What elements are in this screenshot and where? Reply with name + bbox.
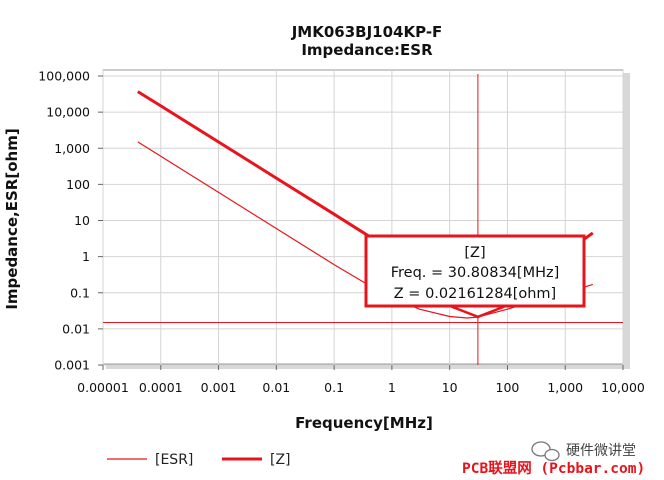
legend: [ESR] [Z] bbox=[107, 452, 291, 468]
x-tick-label: 0.00001 bbox=[77, 380, 129, 395]
y-tick-label: 100 bbox=[66, 177, 90, 192]
chart-subtitle: Impedance:ESR bbox=[301, 41, 433, 59]
marker-layer bbox=[103, 74, 623, 365]
x-tick-label: 0.001 bbox=[201, 380, 237, 395]
x-tick-label: 0.01 bbox=[262, 380, 290, 395]
y-tick-label: 1 bbox=[82, 249, 90, 264]
chart-title: JMK063BJ104KP-F bbox=[291, 23, 443, 41]
y-axis-label: Impedance,ESR[ohm] bbox=[3, 128, 21, 309]
x-axis-label: Frequency[MHz] bbox=[295, 414, 433, 432]
x-tick-label: 0.1 bbox=[324, 380, 344, 395]
wechat-icon bbox=[531, 441, 560, 462]
tooltip-z: Z = 0.02161284[ohm] bbox=[394, 286, 556, 302]
y-tick-label: 10,000 bbox=[46, 105, 90, 120]
x-tick-label: 10,000 bbox=[601, 380, 645, 395]
tooltip-box bbox=[364, 234, 586, 308]
x-tick-label: 1,000 bbox=[547, 380, 583, 395]
plot-area bbox=[102, 69, 624, 365]
y-tick-label: 100,000 bbox=[38, 69, 90, 84]
y-tick-label: 0.001 bbox=[54, 358, 90, 373]
tooltip-title: [Z] bbox=[464, 245, 485, 261]
watermark-line2: PCB联盟网 (Pcbbar.com) bbox=[462, 460, 645, 477]
tooltip-freq: Freq. = 30.80834[MHz] bbox=[391, 265, 560, 281]
watermark-line1: 硬件微讲堂 bbox=[566, 443, 636, 459]
grid-lines bbox=[102, 70, 624, 366]
y-axis-ticks: 100,000 10,000 1,000 100 10 1 0.1 0.01 0.001 bbox=[38, 69, 103, 373]
legend-label-esr: [ESR] bbox=[155, 452, 193, 468]
x-tick-label: 100 bbox=[496, 380, 520, 395]
legend-label-z: [Z] bbox=[270, 452, 291, 468]
x-tick-label: 0.0001 bbox=[139, 380, 183, 395]
y-tick-label: 1,000 bbox=[54, 141, 90, 156]
tooltip: [Z] Freq. = 30.80834[MHz] Z = 0.02161284… bbox=[364, 234, 586, 308]
y-tick-label: 0.1 bbox=[70, 285, 90, 300]
x-axis-ticks: 0.00001 0.0001 0.001 0.01 0.1 1 10 100 1,000 10,0… bbox=[77, 365, 645, 395]
tooltip-pointer bbox=[449, 304, 507, 319]
x-tick-label: 10 bbox=[442, 380, 458, 395]
watermark: 硬件微讲堂 PCB联盟网 (Pcbbar.com) bbox=[462, 441, 645, 477]
y-tick-label: 10 bbox=[74, 213, 90, 228]
y-tick-label: 0.01 bbox=[62, 321, 90, 336]
x-tick-label: 1 bbox=[388, 380, 396, 395]
